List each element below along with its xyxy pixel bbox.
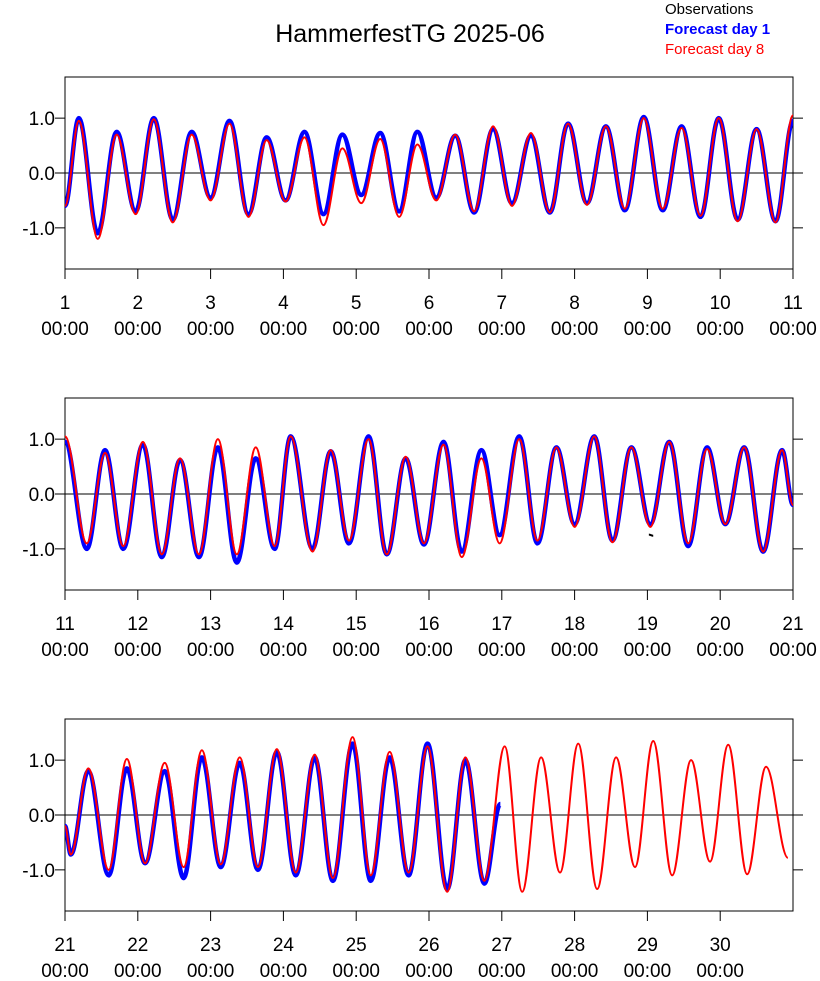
y-tick-label: 0.0 <box>29 164 55 185</box>
series-line <box>648 533 654 537</box>
x-tick-label: 30 00:00 <box>696 935 744 981</box>
y-tick-label: 1.0 <box>29 430 55 451</box>
x-tick-label: 15 00:00 <box>332 614 380 661</box>
x-tick-label: 8 00:00 <box>550 293 599 340</box>
y-tick-label: -1.0 <box>22 219 55 240</box>
x-tick-label: 23 00:00 <box>186 935 235 981</box>
x-tick-label: 13 00:00 <box>186 614 235 661</box>
series-line <box>65 434 793 565</box>
y-tick-label: 0.0 <box>29 806 55 827</box>
series-line <box>65 114 793 236</box>
x-tick-label: 12 00:00 <box>114 614 162 661</box>
x-tick-label: 26 00:00 <box>405 935 453 981</box>
x-tick-label: 25 00:00 <box>332 935 380 981</box>
x-tick-label: 18 00:00 <box>550 614 599 661</box>
y-tick-label: 1.0 <box>29 751 55 772</box>
x-tick-label: 14 00:00 <box>259 614 308 661</box>
y-tick-label: 1.0 <box>29 109 55 130</box>
x-tick-label: 19 00:00 <box>623 614 672 661</box>
x-tick-label: 21 00:00 <box>769 614 817 661</box>
x-tick-label: 9 00:00 <box>623 293 672 340</box>
y-tick-label: -1.0 <box>22 540 55 561</box>
x-tick-label: 2 00:00 <box>114 293 162 340</box>
x-tick-label: 28 00:00 <box>550 935 599 981</box>
x-tick-label: 24 00:00 <box>259 935 308 981</box>
y-tick-label: -1.0 <box>22 861 55 882</box>
x-tick-label: 21 00:00 <box>41 935 89 981</box>
x-tick-label: 3 00:00 <box>186 293 235 340</box>
legend-entry: Observations <box>665 1 753 18</box>
y-tick-label: 0.0 <box>29 485 55 506</box>
x-tick-label: 20 00:00 <box>696 614 744 661</box>
x-tick-label: 1 00:00 <box>41 293 89 340</box>
x-tick-label: 6 00:00 <box>405 293 453 340</box>
series-line <box>65 736 789 893</box>
x-tick-label: 17 00:00 <box>478 614 526 661</box>
x-tick-label: 29 00:00 <box>623 935 672 981</box>
x-tick-label: 27 00:00 <box>478 935 526 981</box>
series-line <box>65 114 793 240</box>
x-tick-label: 22 00:00 <box>114 935 162 981</box>
x-tick-label: 5 00:00 <box>332 293 380 340</box>
x-tick-label: 10 00:00 <box>696 293 744 340</box>
chart-title: HammerfestTG 2025-06 <box>275 20 545 48</box>
legend-entry: Forecast day 1 <box>665 21 770 38</box>
x-tick-label: 4 00:00 <box>259 293 308 340</box>
x-tick-label: 11 00:00 <box>769 293 817 340</box>
x-tick-label: 16 00:00 <box>405 614 453 661</box>
x-tick-label: 11 00:00 <box>41 614 89 661</box>
series-line <box>65 435 793 559</box>
legend-entry: Forecast day 8 <box>665 41 764 58</box>
x-tick-label: 7 00:00 <box>478 293 526 340</box>
